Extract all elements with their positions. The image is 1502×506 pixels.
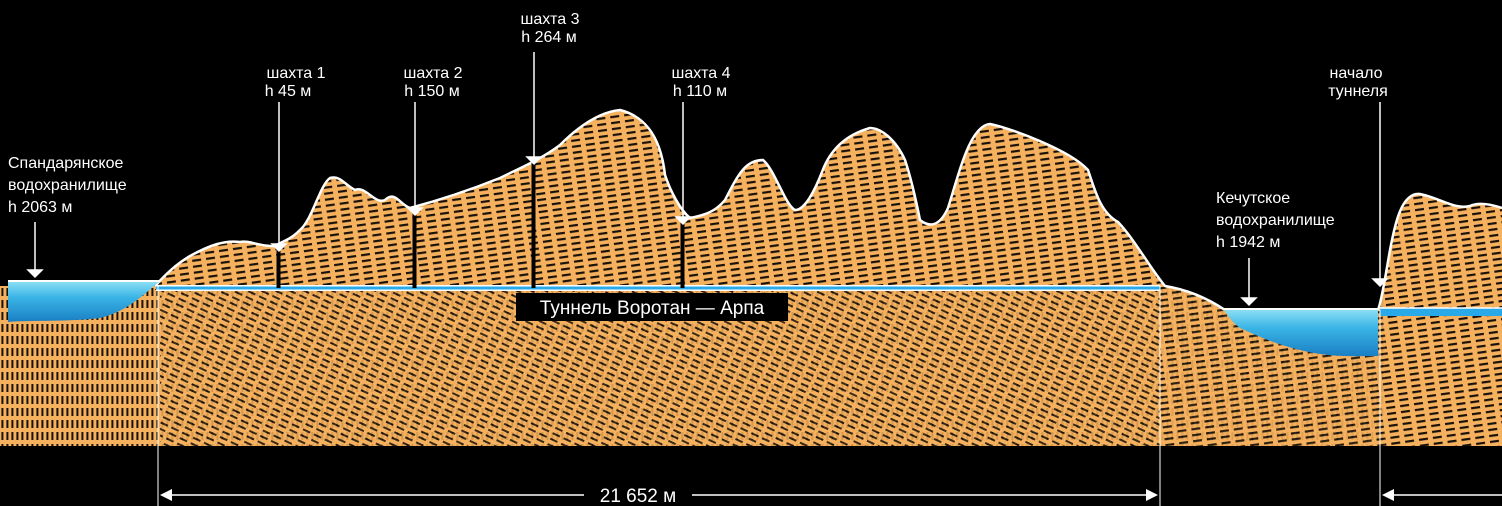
shaft-bars [276,162,685,288]
spandaryan-height: h 2063 м [8,199,72,216]
shaft-1-height: h 45 м [265,83,312,100]
shaft-2-bar [412,212,417,288]
shaft-3-bar [531,162,536,288]
arrow-left-icon [1382,489,1394,501]
tunnel-end-water [1380,308,1502,316]
shaft-1-bar [276,249,281,288]
spandaryan-name-2: водохранилище [8,177,127,194]
arrow-down-icon [525,156,543,166]
terrain-outline [154,108,1226,312]
arrow-down-icon [1240,297,1258,307]
ketuts-reservoir [1224,309,1378,357]
shaft-4-name: шахта 4 [672,65,731,82]
arrow-down-icon [270,243,288,253]
tunnel-start-2: туннеля [1328,83,1388,100]
tunnel-name: Туннель Воротан — Арпа [540,298,765,319]
tunnel-length: 21 652 м [600,486,676,506]
shaft-4-bar [680,222,685,288]
shaft-1-name: шахта 1 [267,65,326,82]
shaft-3-height: h 264 м [521,29,576,46]
arrow-down-icon [406,207,424,217]
tunnel-label-box [516,293,788,321]
terrain-outline-right [1376,192,1502,311]
ketuts-height: h 1942 м [1216,234,1280,251]
arrow-right-icon [1146,489,1158,501]
shaft-4-height: h 110 м [673,83,727,100]
ketuts-name-2: водохранилище [1216,212,1335,229]
shaft-3-name: шахта 3 [521,11,580,28]
spandaryan-reservoir [8,281,160,322]
extent-lines [157,286,1381,506]
length-dimension: 21 652 м [160,486,1502,506]
arrow-down-icon [1371,278,1389,288]
shaft-2-height: h 150 м [404,83,459,100]
pointer-lines [26,52,1389,307]
arrow-down-icon [674,216,692,226]
arrow-down-icon [26,269,44,279]
tunnel-start-1: начало [1329,65,1382,82]
arrow-left-icon [160,489,172,501]
ketuts-name-1: Кечутское [1216,190,1290,207]
spandaryan-name-1: Спандарянское [8,155,123,172]
shaft-2-name: шахта 2 [404,65,463,82]
